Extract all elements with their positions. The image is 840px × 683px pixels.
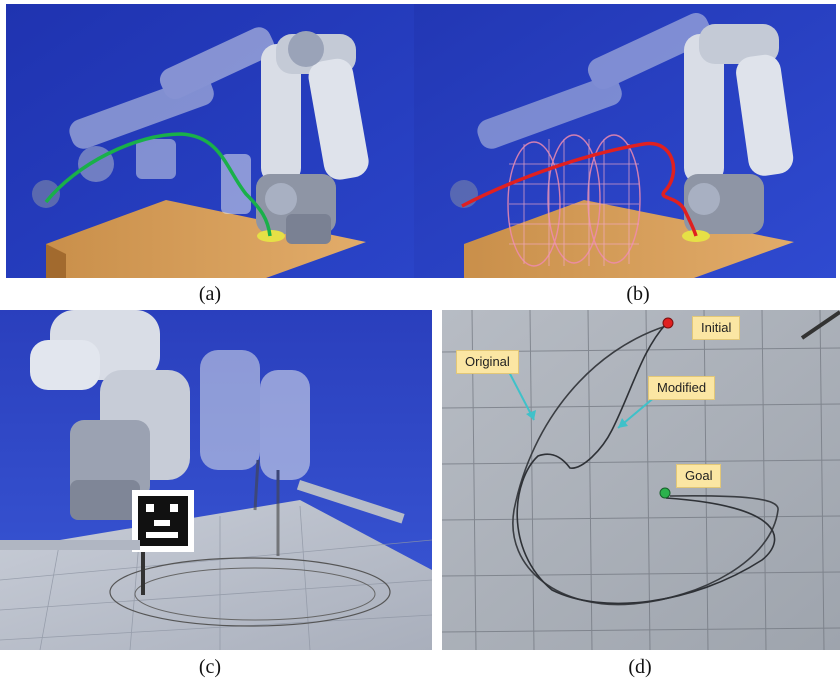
initial-marker	[662, 317, 674, 329]
goal-label: Goal	[676, 464, 722, 488]
obstacle-mesh	[507, 134, 641, 267]
original-arrow	[507, 369, 535, 421]
original-trajectory	[512, 325, 779, 606]
original-label: Original	[456, 350, 519, 374]
aruco-marker	[132, 490, 194, 552]
modified-trajectory	[516, 323, 776, 605]
modified-label: Modified	[648, 376, 716, 400]
pen-icon	[800, 310, 840, 340]
robot-arm-photo-b	[414, 4, 836, 278]
robot-arm-photo-c	[0, 310, 432, 650]
caption-a: (a)	[198, 283, 222, 305]
initial-label: Initial	[692, 316, 741, 340]
caption-b: (b)	[626, 283, 650, 305]
robot-arm-photo-a	[6, 4, 414, 278]
panel-d: Initial Original Modified Goal	[442, 310, 840, 650]
trajectory-line-b	[461, 141, 698, 237]
panel-a	[6, 4, 414, 278]
panel-c	[0, 310, 432, 650]
panel-b	[414, 4, 836, 278]
goal-marker	[659, 487, 671, 499]
caption-c: (c)	[198, 656, 222, 678]
caption-d: (d)	[628, 656, 652, 678]
trajectory-line-a	[44, 132, 272, 237]
